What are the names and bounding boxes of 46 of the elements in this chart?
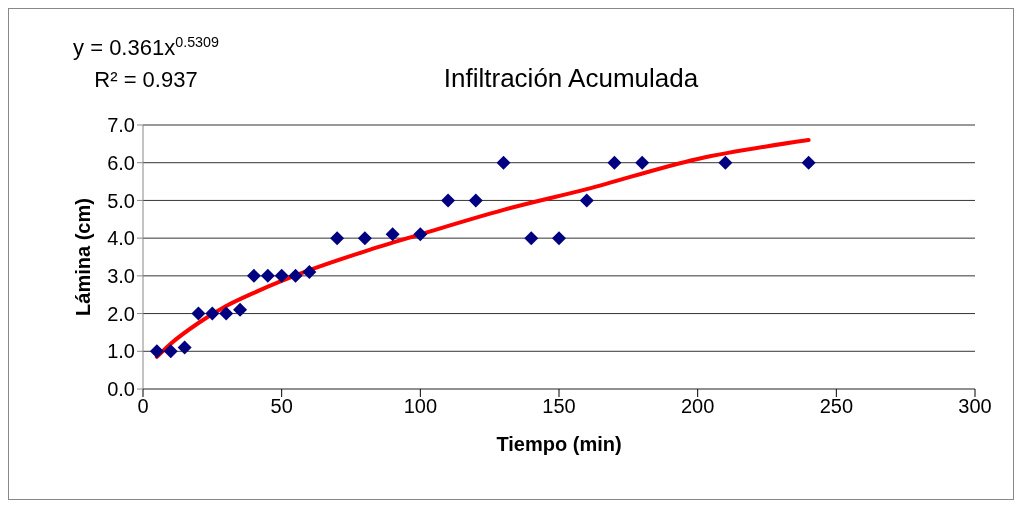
- x-tick-label: 250: [819, 395, 854, 418]
- point: [468, 193, 483, 208]
- point: [801, 155, 816, 170]
- point: [302, 265, 317, 280]
- point: [385, 227, 400, 242]
- y-axis-title: Lámina (cm): [72, 198, 95, 316]
- point: [233, 302, 248, 317]
- point: [441, 193, 456, 208]
- x-axis-title: Tiempo (min): [496, 433, 622, 455]
- point: [149, 344, 164, 359]
- point: [496, 155, 511, 170]
- point: [330, 231, 345, 246]
- x-tick-label: 100: [403, 395, 438, 418]
- x-tick-label: 200: [680, 395, 715, 418]
- point: [219, 306, 234, 321]
- x-tick-label: 150: [542, 395, 576, 418]
- point: [413, 227, 428, 242]
- y-tick-label: 3.0: [107, 264, 135, 287]
- point: [288, 268, 303, 283]
- point: [246, 268, 261, 283]
- y-tick-label: 7.0: [107, 114, 135, 137]
- point: [579, 193, 594, 208]
- text: y = 0.361x$^{0.5309}$: [73, 34, 219, 60]
- point: [205, 306, 220, 321]
- y-tick-label: 6.0: [107, 151, 135, 174]
- text: R² = 0.937: [94, 67, 198, 92]
- point: [260, 268, 275, 283]
- y-tick-label: 4.0: [107, 227, 135, 250]
- y-tick-label: 0.0: [107, 378, 135, 401]
- point: [524, 231, 539, 246]
- point: [177, 340, 192, 355]
- point: [718, 155, 733, 170]
- y-tick-label: 1.0: [107, 340, 135, 363]
- point: [357, 231, 372, 246]
- x-tick-label: 0: [137, 395, 149, 418]
- point: [635, 155, 650, 170]
- point: [191, 306, 206, 321]
- x-tick-label: 50: [270, 395, 293, 418]
- point: [607, 155, 622, 170]
- y-tick-label: 5.0: [107, 189, 135, 212]
- x-tick-label: 300: [958, 395, 992, 418]
- point: [274, 268, 289, 283]
- chart-title: Infiltración Acumulada: [443, 63, 699, 93]
- y-tick-label: 2.0: [107, 302, 135, 325]
- point: [163, 344, 178, 359]
- point: [552, 231, 566, 246]
